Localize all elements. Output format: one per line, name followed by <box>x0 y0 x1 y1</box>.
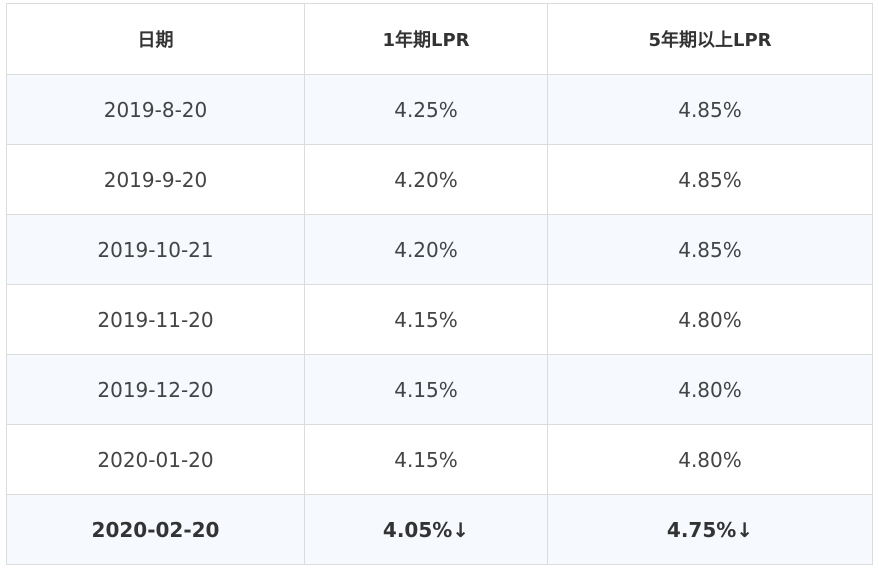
cell-1y-lpr: 4.15% <box>304 424 548 495</box>
cell-1y-lpr: 4.20% <box>304 214 548 285</box>
cell-date: 2019-10-21 <box>6 214 305 285</box>
cell-5y-lpr: 4.85% <box>547 214 873 285</box>
cell-date: 2020-01-20 <box>6 424 305 495</box>
table-row: 2019-12-20 4.15% 4.80% <box>6 354 873 425</box>
cell-1y-lpr: 4.05%↓ <box>304 494 548 565</box>
table-row: 2019-11-20 4.15% 4.80% <box>6 284 873 355</box>
header-date: 日期 <box>6 3 305 75</box>
header-5y-lpr: 5年期以上LPR <box>547 3 873 75</box>
cell-date: 2019-9-20 <box>6 144 305 215</box>
cell-5y-lpr: 4.75%↓ <box>547 494 873 565</box>
cell-date: 2020-02-20 <box>6 494 305 565</box>
cell-date: 2019-8-20 <box>6 74 305 145</box>
table-body: 2019-8-20 4.25% 4.85% 2019-9-20 4.20% 4.… <box>6 74 873 565</box>
table-row: 2020-01-20 4.15% 4.80% <box>6 424 873 495</box>
cell-5y-lpr: 4.85% <box>547 74 873 145</box>
cell-5y-lpr: 4.85% <box>547 144 873 215</box>
cell-1y-lpr: 4.15% <box>304 354 548 425</box>
cell-1y-lpr: 4.20% <box>304 144 548 215</box>
table-row: 2019-9-20 4.20% 4.85% <box>6 144 873 215</box>
table-header: 日期 1年期LPR 5年期以上LPR <box>6 3 873 75</box>
table-row: 2019-10-21 4.20% 4.85% <box>6 214 873 285</box>
header-row: 日期 1年期LPR 5年期以上LPR <box>6 3 873 75</box>
cell-5y-lpr: 4.80% <box>547 284 873 355</box>
cell-date: 2019-12-20 <box>6 354 305 425</box>
table-row: 2019-8-20 4.25% 4.85% <box>6 74 873 145</box>
cell-1y-lpr: 4.15% <box>304 284 548 355</box>
table-row-latest: 2020-02-20 4.05%↓ 4.75%↓ <box>6 494 873 565</box>
cell-1y-lpr: 4.25% <box>304 74 548 145</box>
cell-5y-lpr: 4.80% <box>547 354 873 425</box>
header-1y-lpr: 1年期LPR <box>304 3 548 75</box>
cell-5y-lpr: 4.80% <box>547 424 873 495</box>
cell-date: 2019-11-20 <box>6 284 305 355</box>
lpr-table: 日期 1年期LPR 5年期以上LPR 2019-8-20 4.25% 4.85%… <box>6 3 873 565</box>
